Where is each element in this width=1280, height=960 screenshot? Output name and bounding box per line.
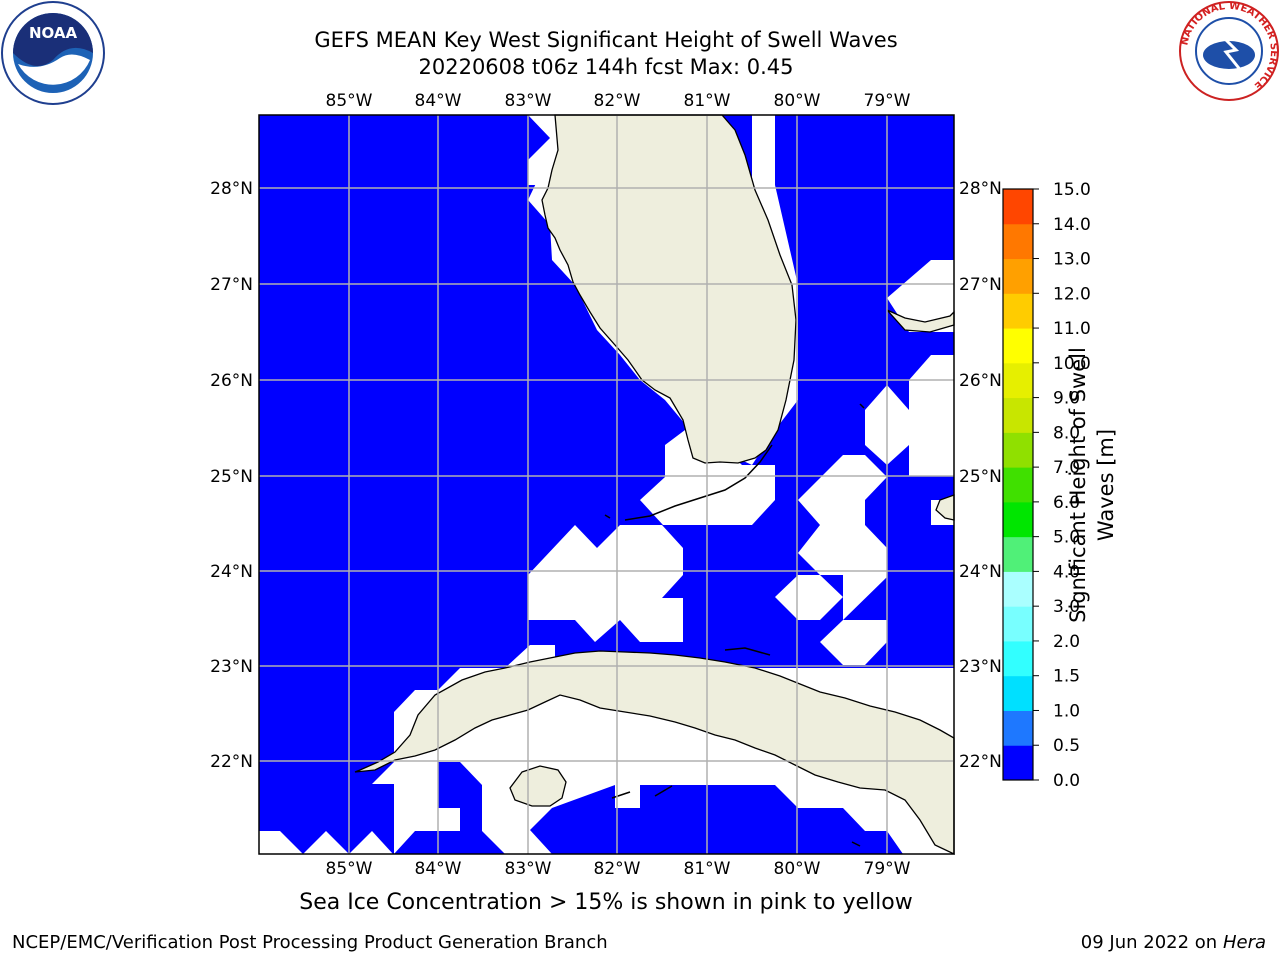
lon-labels-bottom: 85°W 84°W 83°W 82°W 81°W 80°W 79°W	[326, 859, 911, 879]
colorbar-tick-label: 11.0	[1053, 319, 1091, 339]
colorbar-tick-label: 4.0	[1053, 562, 1080, 582]
lat-label-left: 24°N	[210, 562, 253, 582]
colorbar: 0.0 0.5 1.0 1.5 2.0 3.0 4.0 5.0 6.0 7.0 8.0 9.0 10.0…	[1002, 180, 1091, 791]
lon-label-bottom: 79°W	[864, 859, 911, 879]
lon-label-top: 85°W	[326, 91, 373, 111]
colorbar-segment	[1003, 432, 1033, 468]
colorbar-tick-label: 12.0	[1053, 284, 1091, 304]
colorbar-segment	[1003, 223, 1033, 260]
colorbar-segment	[1003, 606, 1033, 642]
lat-label-left: 25°N	[210, 467, 253, 487]
bahamas-small	[935, 494, 955, 521]
cuba	[354, 650, 955, 856]
lat-labels-left: 28°N 27°N 26°N 25°N 24°N 23°N 22°N	[210, 179, 253, 772]
footer-host: Hera	[1222, 932, 1266, 953]
colorbar-tick-label: 8.0	[1053, 423, 1080, 443]
lon-label-bottom: 82°W	[594, 859, 641, 879]
colorbar-label: Significant Height of Swell Waves [m]	[1066, 347, 1118, 623]
colorbar-segment	[1003, 362, 1033, 399]
map-frame	[258, 114, 955, 855]
colorbar-segment	[1003, 536, 1033, 572]
colorbar-tick-label: 10.0	[1053, 354, 1091, 374]
colorbar-tick-label: 1.5	[1053, 667, 1080, 687]
colorbar-segment	[1003, 640, 1033, 677]
footer-date-text: 09 Jun 2022 on	[1080, 932, 1218, 953]
lon-label-top: 81°W	[684, 91, 731, 111]
lat-label-left: 23°N	[210, 657, 253, 677]
colorbar-segment	[1003, 328, 1033, 364]
colorbar-tick-label: 1.0	[1053, 701, 1080, 721]
footer-date: 09 Jun 2022 on Hera	[1081, 932, 1266, 953]
lon-label-top: 83°W	[505, 91, 552, 111]
lat-label-right: 23°N	[959, 657, 1002, 677]
colorbar-segment	[1003, 745, 1033, 781]
noaa-logo-text: NOAA	[29, 24, 78, 42]
colorbar-tick-label: 2.0	[1053, 632, 1080, 652]
lon-label-bottom: 85°W	[326, 859, 373, 879]
colorbar-frame	[1002, 188, 1034, 781]
florida	[541, 114, 797, 464]
lon-labels-top: 85°W 84°W 83°W 82°W 81°W 80°W 79°W	[326, 91, 911, 111]
colorbar-segment	[1003, 571, 1033, 607]
lon-label-top: 84°W	[415, 91, 462, 111]
colorbar-segment	[1003, 397, 1033, 433]
colorbar-tick-label: 0.5	[1053, 736, 1080, 756]
colorbar-tick-label: 6.0	[1053, 493, 1080, 513]
lon-label-top: 82°W	[594, 91, 641, 111]
colorbar-segment	[1003, 710, 1033, 746]
coast-details	[604, 403, 865, 847]
nws-logo: NATIONAL WEATHER SERVICE	[1179, 1, 1279, 101]
colorbar-tick-label: 5.0	[1053, 528, 1080, 548]
colorbar-tick-label: 15.0	[1053, 180, 1091, 200]
lat-label-left: 28°N	[210, 179, 253, 199]
footer-branch: NCEP/EMC/Verification Post Processing Pr…	[12, 932, 608, 953]
lat-label-left: 27°N	[210, 275, 253, 295]
map-subtitle: 20220608 t06z 144h fcst Max: 0.45	[418, 55, 794, 79]
map-title: GEFS MEAN Key West Significant Height of…	[314, 28, 898, 52]
sea-ice-note: Sea Ice Concentration > 15% is shown in …	[299, 890, 913, 915]
colorbar-tick-label: 14.0	[1053, 215, 1091, 235]
colorbar-segment	[1003, 501, 1033, 538]
lat-label-left: 22°N	[210, 752, 253, 772]
noaa-logo: NOAA	[1, 1, 105, 105]
graticule	[259, 115, 954, 854]
lon-label-bottom: 83°W	[505, 859, 552, 879]
colorbar-tick-label: 0.0	[1053, 771, 1080, 791]
colorbar-segment	[1003, 189, 1033, 225]
colorbar-segment	[1003, 467, 1033, 503]
lat-label-right: 25°N	[959, 467, 1002, 487]
colorbar-segment	[1003, 258, 1033, 294]
lat-labels-right: 28°N 27°N 26°N 25°N 24°N 23°N 22°N	[959, 179, 1002, 772]
lon-label-bottom: 84°W	[415, 859, 462, 879]
colorbar-tick-label: 3.0	[1053, 597, 1080, 617]
lon-label-top: 80°W	[774, 91, 821, 111]
colorbar-tick-label: 9.0	[1053, 389, 1080, 409]
lat-label-right: 22°N	[959, 752, 1002, 772]
lat-label-right: 26°N	[959, 371, 1002, 391]
lon-label-bottom: 80°W	[774, 859, 821, 879]
lat-label-left: 26°N	[210, 371, 253, 391]
colorbar-segment	[1003, 675, 1033, 711]
lon-label-top: 79°W	[864, 91, 911, 111]
lon-label-bottom: 81°W	[684, 859, 731, 879]
lat-label-right: 28°N	[959, 179, 1002, 199]
colorbar-tick-label: 13.0	[1053, 250, 1091, 270]
lat-label-right: 27°N	[959, 275, 1002, 295]
colorbar-tick-label: 7.0	[1053, 458, 1080, 478]
lat-label-right: 24°N	[959, 562, 1002, 582]
colorbar-segment	[1003, 293, 1033, 329]
isla-de-la-juventud	[509, 765, 567, 807]
